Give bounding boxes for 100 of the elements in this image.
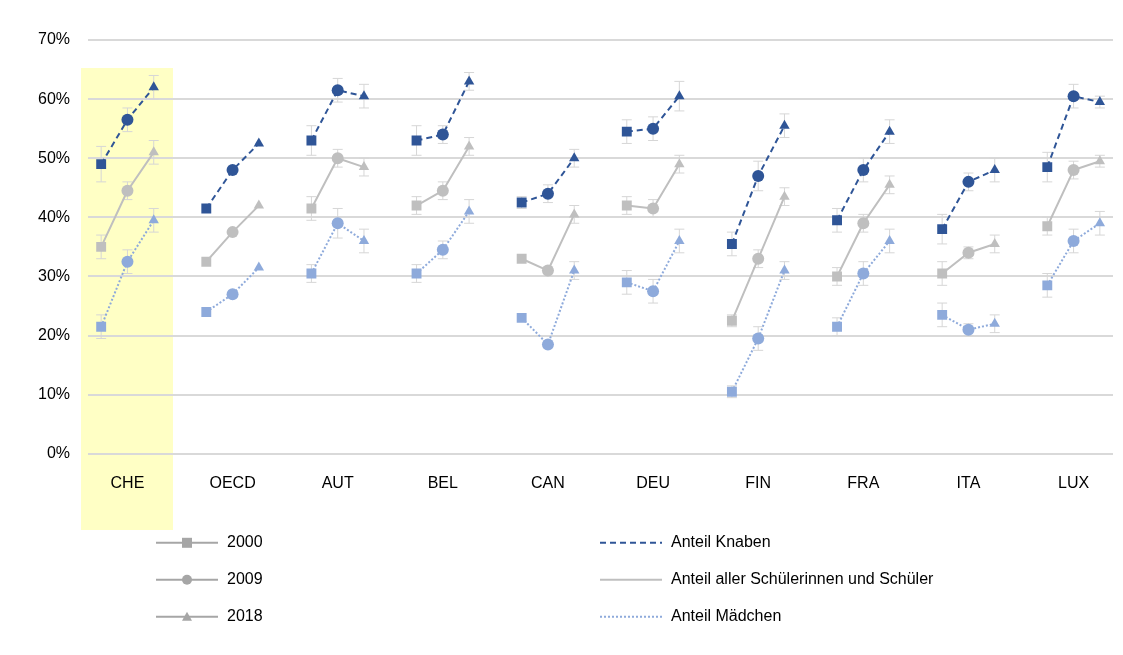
x-tick-label: CAN <box>531 473 565 491</box>
y-tick-label: 60% <box>37 89 71 107</box>
point <box>226 288 239 301</box>
point <box>621 200 632 211</box>
x-tick-label: ITA <box>956 473 981 491</box>
y-tick-label: 0% <box>46 444 71 462</box>
point <box>752 169 765 182</box>
legend-label: 2000 <box>227 533 263 551</box>
point <box>253 261 265 271</box>
point <box>937 224 948 235</box>
point <box>463 75 475 85</box>
point <box>148 214 159 224</box>
point <box>752 332 765 345</box>
point <box>726 239 737 249</box>
y-tick-label: 40% <box>37 207 71 225</box>
point <box>1042 280 1053 291</box>
point <box>201 203 212 214</box>
point <box>989 237 1000 247</box>
point <box>516 253 527 264</box>
point <box>1067 90 1080 103</box>
x-tick-label: FRA <box>847 473 880 491</box>
point <box>989 317 1000 327</box>
point <box>1094 217 1106 227</box>
point <box>96 159 107 170</box>
point <box>331 84 344 97</box>
x-tick-label: LUX <box>1058 473 1090 491</box>
point <box>306 135 317 146</box>
point <box>647 122 660 135</box>
legend-label: Anteil Mädchen <box>671 607 782 625</box>
point <box>989 164 1000 174</box>
point <box>121 184 134 197</box>
point <box>541 187 554 200</box>
point <box>436 184 449 197</box>
y-tick-label: 70% <box>37 30 71 48</box>
point <box>226 164 239 177</box>
point <box>962 175 975 188</box>
point <box>621 277 632 288</box>
x-tick-label: OECD <box>209 473 256 491</box>
point <box>1067 234 1080 247</box>
point <box>569 264 580 274</box>
point <box>857 217 870 230</box>
point <box>331 217 344 230</box>
x-tick-label: FIN <box>745 473 772 491</box>
point <box>436 243 449 256</box>
point <box>1042 162 1053 173</box>
point <box>621 126 632 137</box>
point <box>148 146 159 156</box>
point <box>253 199 265 209</box>
point <box>541 264 554 277</box>
point <box>463 140 475 150</box>
point <box>463 205 475 215</box>
point <box>752 252 765 265</box>
legend-label: 2018 <box>227 607 263 625</box>
point <box>832 321 842 332</box>
point <box>779 190 790 200</box>
point <box>201 306 212 317</box>
point <box>779 119 790 129</box>
point <box>358 234 370 244</box>
legend-label: Anteil aller Schülerinnen und Schüler <box>671 570 935 588</box>
point <box>253 137 265 147</box>
point <box>148 81 159 91</box>
point <box>857 164 870 177</box>
point <box>121 255 134 268</box>
x-tick-label: DEU <box>636 473 670 491</box>
point <box>937 268 948 279</box>
point <box>884 178 895 188</box>
legend-label: 2009 <box>227 570 263 588</box>
point <box>832 215 842 226</box>
x-tick-label: CHE <box>110 473 145 491</box>
x-tick-label: BEL <box>427 473 459 491</box>
point <box>674 158 685 168</box>
point <box>306 203 317 214</box>
y-tick-label: 30% <box>37 266 71 284</box>
point <box>201 256 212 267</box>
point <box>569 152 580 162</box>
point <box>516 312 527 323</box>
point <box>884 234 895 244</box>
point <box>358 161 370 171</box>
point <box>358 90 370 100</box>
point <box>121 113 134 126</box>
point <box>884 125 895 135</box>
point <box>647 285 660 298</box>
point <box>674 90 685 100</box>
point <box>331 152 344 165</box>
y-tick-label: 20% <box>37 325 71 343</box>
point <box>1042 221 1053 232</box>
point <box>1067 164 1080 177</box>
point <box>96 241 107 252</box>
point <box>832 271 842 282</box>
point <box>937 309 948 320</box>
y-tick-label: 10% <box>37 385 71 403</box>
point <box>779 264 790 274</box>
point <box>96 321 107 332</box>
point <box>857 267 870 280</box>
point <box>541 338 554 351</box>
legend-label: Anteil Knaben <box>671 533 771 551</box>
y-tick-label: 50% <box>37 148 71 166</box>
point <box>226 226 239 239</box>
x-tick-label: AUT <box>321 473 354 491</box>
point <box>674 234 685 244</box>
